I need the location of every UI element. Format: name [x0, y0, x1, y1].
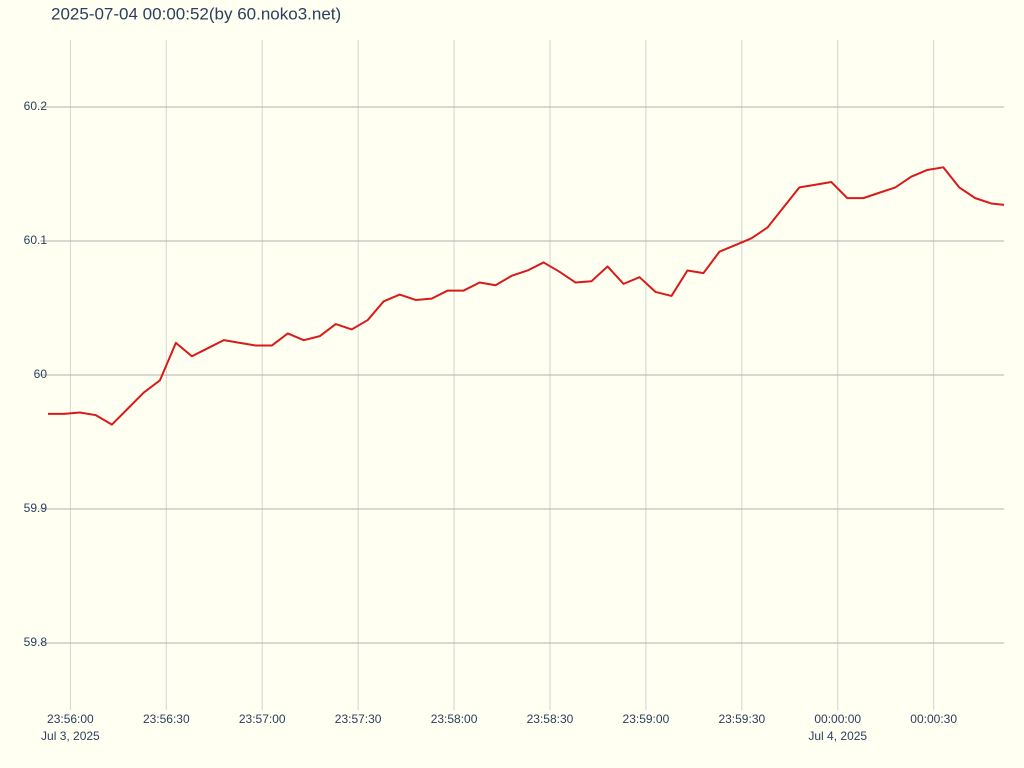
x-tick-sublabel: Jul 4, 2025	[808, 729, 867, 743]
x-tick-label: 23:56:30	[143, 712, 190, 726]
line-series	[48, 166, 1005, 426]
y-tick-label: 59.8	[24, 635, 48, 649]
x-tick-label: 23:59:00	[623, 712, 670, 726]
y-tick-label: 60.2	[24, 99, 48, 113]
x-tick-label: 23:56:00	[47, 712, 94, 726]
x-tick-label: 23:58:00	[431, 712, 478, 726]
y-tick-label: 60.1	[24, 233, 48, 247]
y-tick-label: 60	[34, 367, 48, 381]
x-tick-label: 00:00:00	[814, 712, 861, 726]
chart-title: 2025-07-04 00:00:52(by 60.noko3.net)	[51, 4, 341, 23]
x-tick-label: 23:57:30	[335, 712, 382, 726]
x-tick-sublabel: Jul 3, 2025	[41, 729, 100, 743]
x-tick-label: 00:00:30	[910, 712, 957, 726]
x-tick-label: 23:59:30	[718, 712, 765, 726]
x-tick-label: 23:57:00	[239, 712, 286, 726]
x-tick-label: 23:58:30	[527, 712, 574, 726]
y-tick-label: 59.9	[24, 501, 48, 515]
